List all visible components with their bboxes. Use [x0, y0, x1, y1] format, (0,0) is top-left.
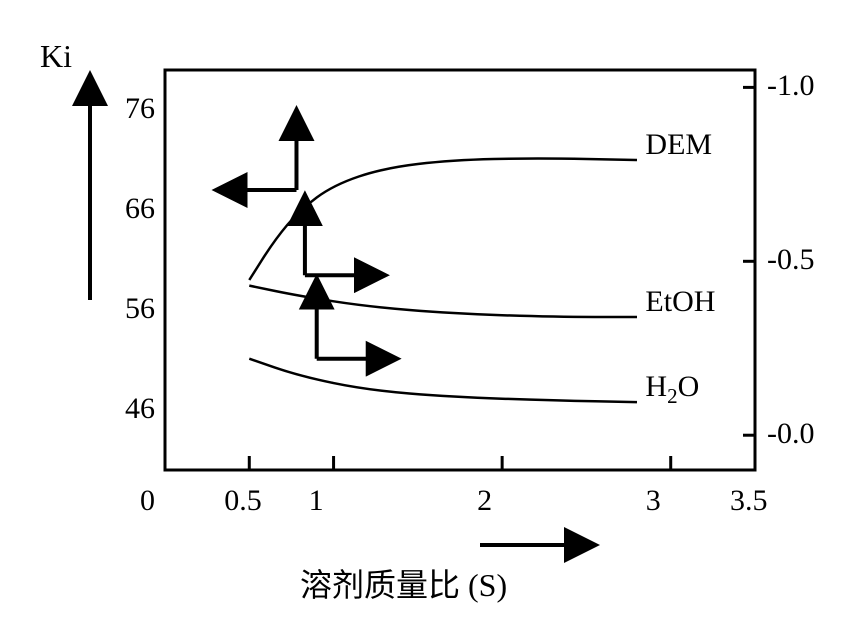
- x-axis-label: 溶剂质量比 (S): [300, 560, 507, 606]
- chart-figure: Ki 00.51233.546566676-0.0-0.5-1.0DEMEtOH…: [0, 0, 846, 631]
- y-left-tick-label: 66: [125, 192, 155, 226]
- x-tick-label: 3: [646, 484, 661, 518]
- y-left-tick-label: 56: [125, 292, 155, 326]
- series-DEM: [249, 159, 637, 281]
- x-tick-label: 2: [477, 484, 492, 518]
- y-right-tick-label: -0.5: [767, 243, 815, 277]
- y-right-tick-label: -0.0: [767, 417, 815, 451]
- series-EtOH: [249, 286, 637, 317]
- series-label-EtOH: EtOH: [645, 285, 715, 319]
- y-left-tick-label: 46: [125, 392, 155, 426]
- y-right-tick-label: -1.0: [767, 69, 815, 103]
- series-H2O: [249, 359, 637, 402]
- series-label-H2O: H2O: [645, 370, 699, 409]
- x-tick-label: 1: [309, 484, 324, 518]
- y-left-tick-label: 76: [125, 92, 155, 126]
- x-tick-label: 0.5: [224, 484, 262, 518]
- series-label-DEM: DEM: [645, 128, 712, 162]
- x-tick-label: 3.5: [730, 484, 768, 518]
- x-tick-label: 0: [140, 484, 155, 518]
